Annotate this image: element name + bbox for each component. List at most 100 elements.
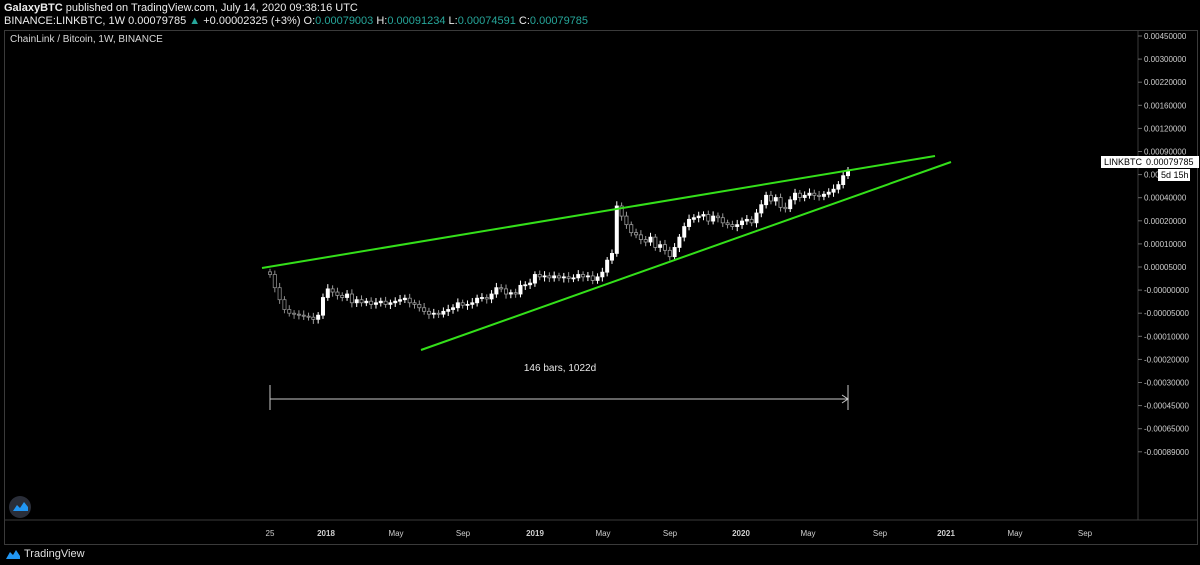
candle-body	[807, 192, 812, 196]
author-name[interactable]: GalaxyBTC	[4, 2, 63, 14]
candle-body	[532, 274, 537, 284]
candle-body	[571, 277, 576, 280]
high-value: 0.00091234	[387, 15, 446, 27]
candle-body	[494, 287, 499, 295]
y-tick-label: 0.00040000	[1144, 194, 1187, 203]
candle-body	[836, 184, 841, 190]
time-axis[interactable]: 25 2018 May Sep 2019 May Sep 2020 May Sep 2021 May S…	[266, 529, 1093, 538]
x-tick-label: Sep	[1078, 529, 1093, 538]
candle-body	[662, 244, 667, 251]
close-value: 0.00079785	[529, 15, 589, 27]
arrow-right-icon	[841, 394, 849, 404]
x-tick-label: Sep	[873, 529, 888, 538]
price-tag-value: 0.00079785	[1146, 157, 1194, 167]
candle-body	[301, 314, 306, 317]
candle-body	[417, 303, 422, 309]
y-tick-label: -0.00030000	[1144, 379, 1189, 388]
candle-body	[340, 294, 345, 298]
x-tick-label: 2021	[937, 529, 955, 538]
candle-body	[359, 299, 364, 304]
candle-body	[600, 271, 605, 278]
candle-body	[590, 275, 595, 281]
candle-body	[451, 307, 456, 310]
candle-body	[701, 214, 706, 217]
candle-body	[783, 206, 788, 210]
y-tick-label: 0.00220000	[1144, 78, 1187, 87]
published-text: published on TradingView.com, July 14, 2…	[65, 2, 358, 14]
candle-body	[479, 297, 484, 299]
candle-body	[764, 194, 769, 206]
x-tick-label: 25	[266, 529, 275, 538]
candle-body	[373, 302, 378, 305]
candle-body	[841, 175, 846, 186]
candle-body	[720, 217, 725, 224]
candle-body	[398, 299, 403, 302]
candle-body	[523, 284, 528, 287]
candle-body	[388, 302, 393, 305]
x-tick-label: May	[1007, 529, 1022, 538]
candle-body	[821, 193, 826, 197]
date-range-measure[interactable]: 146 bars, 1022d	[269, 363, 849, 410]
x-tick-label: May	[388, 529, 403, 538]
x-tick-label: 2019	[526, 529, 544, 538]
candle-body	[706, 214, 711, 222]
candle-body	[306, 315, 311, 318]
candle-body	[412, 302, 417, 305]
candle-body	[730, 224, 735, 227]
low-label: L:	[448, 15, 458, 27]
candle-body	[619, 205, 624, 217]
candle-body	[484, 297, 489, 300]
candle-body	[773, 197, 778, 202]
candle-body	[460, 302, 465, 306]
y-tick-label: 0.00020000	[1144, 217, 1187, 226]
candle-body	[441, 310, 446, 315]
candle-body	[393, 300, 398, 304]
candle-body	[431, 312, 436, 315]
symbol-interval: BINANCE:LINKBTC, 1W	[4, 15, 126, 27]
candle-body	[436, 312, 441, 315]
candle-body	[682, 226, 687, 238]
candle-body	[426, 310, 431, 315]
tradingview-brand[interactable]: TradingView	[6, 548, 85, 560]
price-tag-symbol: LINKBTC	[1104, 157, 1143, 167]
candle-body	[778, 197, 783, 208]
y-tick-label: -0.00010000	[1144, 332, 1189, 341]
y-tick-label: -0.00020000	[1144, 355, 1189, 364]
candle-body	[667, 249, 672, 258]
candle-body	[528, 282, 533, 286]
footer-bar: TradingView	[0, 545, 1200, 565]
candle-body	[802, 194, 807, 198]
candle-body	[513, 292, 518, 295]
x-tick-label: Sep	[456, 529, 471, 538]
price-chart[interactable]: ChainLink / Bitcoin, 1W, BINANCE 0.00450…	[0, 0, 1200, 545]
candle-body	[320, 297, 325, 316]
candle-body	[826, 191, 831, 195]
candle-body	[465, 303, 470, 306]
y-tick-label: 0.00090000	[1144, 148, 1187, 157]
x-tick-label: May	[595, 529, 610, 538]
tradingview-watermark-icon[interactable]	[9, 496, 31, 518]
price-axis[interactable]: 0.00450000 0.00300000 0.00220000 0.00160000…	[1138, 32, 1189, 457]
y-tick-label: -0.00065000	[1144, 425, 1189, 434]
candle-body	[537, 274, 542, 278]
last-price-tag: LINKBTC 0.00079785 5d 15h	[1101, 156, 1199, 181]
candle-body	[566, 276, 571, 279]
candle-body	[740, 220, 745, 226]
candles	[267, 167, 851, 324]
upper-trendline[interactable]	[261, 155, 936, 269]
candle-body	[330, 288, 335, 293]
lower-trendline[interactable]	[420, 161, 952, 351]
candle-body	[677, 236, 682, 248]
price-change: +0.00002325 (+3%)	[203, 15, 301, 27]
candle-body	[499, 287, 504, 290]
candle-body	[364, 300, 369, 304]
candle-body	[653, 236, 658, 248]
candle-body	[335, 291, 340, 296]
candle-body	[292, 312, 297, 315]
candle-body	[595, 276, 600, 281]
y-tick-label: 0.00160000	[1144, 101, 1187, 110]
up-triangle-icon: ▲	[189, 15, 201, 27]
close-label: C:	[518, 15, 530, 27]
candle-body	[797, 192, 802, 198]
candle-body	[518, 284, 523, 295]
